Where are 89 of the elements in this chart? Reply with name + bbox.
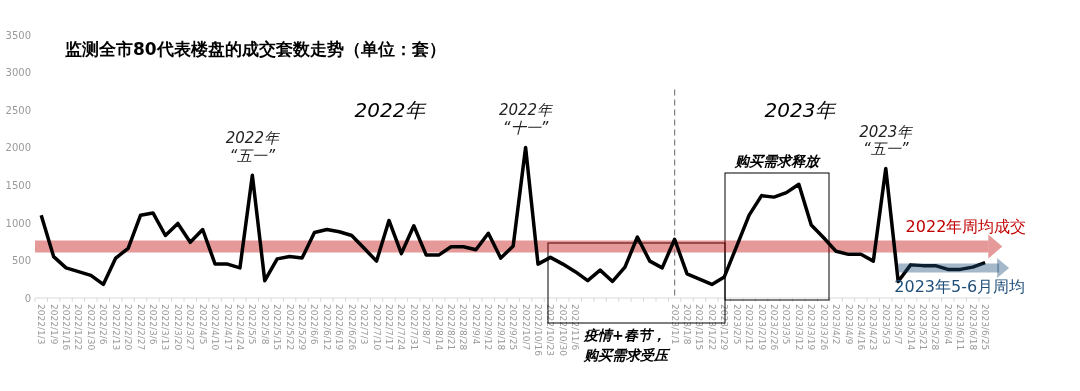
x-tick-label: 2023/5/3 (880, 304, 891, 345)
y-tick-label: 3000 (5, 67, 31, 79)
x-tick-label: 2022/10/30 (557, 304, 568, 357)
x-tick-label: 2022/6/12 (321, 304, 332, 351)
x-tick-label: 2023/3/5 (781, 304, 792, 345)
x-tick-label: 2022/4/24 (234, 304, 245, 351)
x-tick-label: 2023/4/2 (831, 304, 842, 345)
x-tick-label: 2022/1/9 (48, 304, 59, 345)
x-tick-label: 2023/2/19 (756, 304, 767, 351)
x-tick-label: 2022/8/14 (433, 304, 444, 351)
x-tick-label: 2022/8/28 (458, 304, 469, 351)
x-tick-label: 2022/7/31 (408, 304, 419, 351)
x-tick-label: 2022/5/8 (259, 304, 270, 345)
annotation: 购买需求释放 (734, 153, 821, 169)
text: 疫情+春节， (583, 327, 666, 343)
text: 购买需求受压 (583, 347, 671, 363)
x-tick-label: 2022/1/16 (61, 304, 72, 351)
legend-label: 2023年5-6月周均 (894, 276, 1026, 296)
x-tick-label: 2022/6/19 (334, 304, 345, 351)
x-tick-label: 2022/10/16 (533, 304, 544, 357)
x-tick-label: 2022/3/13 (160, 304, 171, 351)
x-tick-label: 2022/7/17 (383, 304, 394, 351)
x-tick-label: 2022/9/18 (495, 304, 506, 351)
x-tick-label: 2022/8/7 (421, 304, 432, 345)
x-tick-label: 2022/2/6 (98, 304, 109, 345)
x-tick-label: 2022/9/25 (508, 304, 519, 351)
chart-title: 监测全市80代表楼盘的成交套数走势（单位：套） (65, 39, 446, 59)
x-tick-label: 2023/2/26 (768, 304, 779, 351)
annotation: 2023年 “五一” (859, 122, 915, 158)
x-tick-label: 2023/1/29 (719, 304, 730, 351)
y-tick-label: 500 (11, 255, 31, 267)
x-tick-label: 2022/11/6 (570, 304, 581, 351)
y-tick-label: 1500 (5, 180, 31, 192)
x-tick-label: 2022/3/6 (147, 304, 158, 345)
x-tick-label: 2023/3/12 (793, 304, 804, 351)
x-tick-label: 2022/10/7 (520, 304, 531, 351)
x-tick-label: 2022/10/23 (545, 304, 556, 356)
x-tick-label: 2023/2/12 (744, 304, 755, 351)
x-tick-label: 2023/3/19 (806, 304, 817, 351)
x-tick-label: 2022/4/5 (197, 304, 208, 345)
x-tick-label: 2023/6/11 (955, 304, 966, 351)
x-tick-label: 2023/4/23 (868, 304, 879, 351)
y-tick-label: 1000 (5, 217, 31, 229)
x-tick-label: 2023/4/9 (843, 304, 854, 345)
x-tick-label: 2023/1/15 (694, 304, 705, 351)
x-tick-label: 2023/1/22 (706, 304, 717, 351)
x-tick-label: 2022/9/12 (483, 304, 494, 351)
x-tick-label: 2022/7/24 (396, 304, 407, 351)
x-tick-label: 2022/1/22 (73, 304, 84, 351)
y-tick-label: 2500 (5, 104, 31, 116)
x-tick-label: 2023/3/26 (818, 304, 829, 351)
x-tick-label: 2023/1/1 (669, 304, 680, 345)
x-tick-label: 2022/8/21 (446, 304, 457, 351)
x-tick-label: 2023/2/5 (731, 304, 742, 345)
x-tick-label: 2022/9/4 (470, 304, 481, 345)
annotation: 2022年 “十一” (499, 101, 555, 137)
x-tick-label: 2023/4/16 (855, 304, 866, 351)
annotation: 2022年 “五一” (225, 129, 281, 165)
x-tick-label: 2023/5/7 (893, 304, 904, 345)
x-tick-label: 2023/5/14 (905, 304, 916, 351)
x-tick-label: 2022/1/30 (85, 304, 96, 351)
x-tick-label: 2022/5/15 (272, 304, 283, 351)
x-tick-label: 2022/2/27 (135, 304, 146, 351)
x-tick-label: 2022/7/3 (359, 304, 370, 345)
x-tick-label: 2023/6/4 (942, 304, 953, 345)
x-tick-label: 2022/5/29 (297, 304, 308, 351)
annotation: 2022年 (354, 98, 428, 122)
x-tick-label: 2022/5/22 (284, 304, 295, 351)
x-tick-label: 2023/6/25 (980, 304, 991, 351)
x-tick-label: 2022/2/20 (123, 304, 134, 351)
x-tick-label: 2022/6/26 (346, 304, 357, 351)
x-tick-label: 2022/3/27 (185, 304, 196, 351)
x-tick-label: 2022/4/17 (222, 304, 233, 351)
x-tick-label: 2023/1/8 (682, 304, 693, 345)
y-tick-label: 0 (24, 293, 31, 304)
x-tick-label: 2022/1/3 (36, 304, 47, 345)
x-tick-label: 2022/7/10 (371, 304, 382, 351)
x-tick-label: 2023/5/28 (930, 304, 941, 351)
annotation: 2023年 (764, 98, 838, 122)
ref-line-label: 2022年周均成交 (905, 217, 1027, 237)
x-tick-label: 2022/3/20 (172, 304, 183, 351)
x-tick-label: 2023/6/18 (967, 304, 978, 351)
x-tick-label: 2022/5/5 (247, 304, 258, 345)
y-tick-label: 2000 (5, 142, 31, 154)
x-tick-label: 2022/2/13 (110, 304, 121, 351)
y-tick-label: 3500 (5, 29, 31, 41)
x-tick-label: 2023/5/21 (918, 304, 929, 351)
x-tick-label: 2022/4/10 (210, 304, 221, 351)
x-tick-label: 2022/6/6 (309, 304, 320, 345)
